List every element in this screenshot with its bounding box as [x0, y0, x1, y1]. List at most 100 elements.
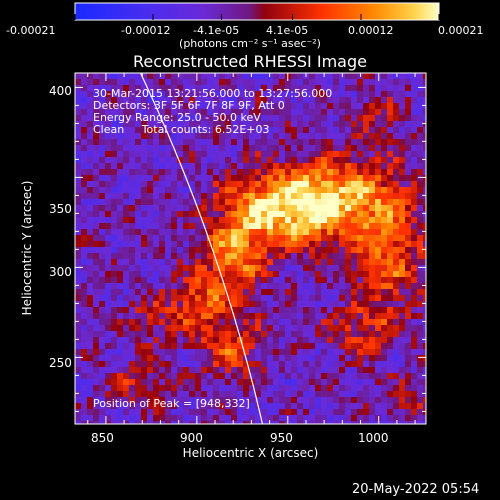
heatmap-cell — [213, 421, 219, 424]
heatmap-cell — [171, 193, 177, 199]
heatmap-cell — [141, 343, 147, 349]
heatmap-cell — [393, 271, 399, 277]
heatmap-cell — [159, 295, 165, 301]
heatmap-cell — [165, 127, 171, 133]
heatmap-cell — [135, 247, 141, 253]
heatmap-cell — [129, 373, 135, 379]
heatmap-cell — [321, 127, 327, 133]
heatmap-cell — [399, 229, 405, 235]
heatmap-cell — [267, 109, 273, 115]
heatmap-cell — [237, 313, 243, 319]
heatmap-cell — [267, 97, 273, 103]
heatmap-cell — [285, 115, 291, 121]
heatmap-cell — [255, 259, 261, 265]
heatmap-cell — [267, 319, 273, 325]
heatmap-cell — [99, 235, 105, 241]
heatmap-cell — [141, 289, 147, 295]
heatmap-cell — [105, 169, 111, 175]
heatmap-cell — [327, 325, 333, 331]
heatmap-cell — [351, 139, 357, 145]
heatmap-cell — [171, 223, 177, 229]
heatmap-cell — [309, 187, 315, 193]
heatmap-cell — [381, 307, 387, 313]
heatmap-cell — [291, 265, 297, 271]
heatmap-cell — [267, 391, 273, 397]
heatmap-cell — [411, 301, 417, 307]
x-tick-label: 850 — [91, 431, 114, 445]
heatmap-cell — [315, 193, 321, 199]
heatmap-cell — [117, 265, 123, 271]
heatmap-cell — [285, 379, 291, 385]
heatmap-cell — [99, 367, 105, 373]
heatmap-cell — [315, 373, 321, 379]
heatmap-cell — [111, 217, 117, 223]
heatmap-cell — [309, 175, 315, 181]
heatmap-cell — [105, 151, 111, 157]
heatmap-cell — [129, 283, 135, 289]
heatmap-cell — [231, 91, 237, 97]
heatmap-cell — [327, 193, 333, 199]
heatmap-cell — [75, 79, 81, 85]
heatmap-cell — [207, 169, 213, 175]
heatmap-cell — [363, 247, 369, 253]
heatmap-cell — [291, 361, 297, 367]
heatmap-cell — [387, 127, 393, 133]
heatmap-cell — [201, 397, 207, 403]
heatmap-cell — [249, 97, 255, 103]
heatmap-cell — [333, 91, 339, 97]
heatmap-cell — [321, 199, 327, 205]
heatmap-cell — [153, 109, 159, 115]
heatmap-cell — [309, 97, 315, 103]
heatmap-cell — [123, 397, 129, 403]
heatmap-cell — [159, 385, 165, 391]
heatmap-cell — [177, 337, 183, 343]
heatmap-cell — [393, 193, 399, 199]
heatmap-cell — [375, 145, 381, 151]
heatmap-cell — [417, 235, 423, 241]
heatmap-cell — [183, 349, 189, 355]
heatmap-cell — [93, 343, 99, 349]
heatmap-cell — [291, 259, 297, 265]
heatmap-cell — [219, 91, 225, 97]
heatmap-cell — [405, 241, 411, 247]
heatmap-cell — [423, 361, 426, 367]
heatmap-cell — [105, 373, 111, 379]
heatmap-cell — [357, 289, 363, 295]
heatmap-cell — [345, 73, 351, 79]
heatmap-cell — [303, 367, 309, 373]
heatmap-cell — [225, 109, 231, 115]
heatmap-cell — [339, 277, 345, 283]
heatmap-cell — [279, 295, 285, 301]
heatmap-cell — [123, 355, 129, 361]
heatmap-cell — [123, 307, 129, 313]
heatmap-cell — [423, 331, 426, 337]
heatmap-cell — [171, 265, 177, 271]
heatmap-cell — [153, 331, 159, 337]
heatmap-cell — [417, 331, 423, 337]
heatmap-cell — [153, 283, 159, 289]
heatmap-cell — [381, 163, 387, 169]
heatmap-cell — [309, 283, 315, 289]
heatmap-cell — [333, 355, 339, 361]
heatmap-cell — [411, 103, 417, 109]
heatmap-cell — [219, 349, 225, 355]
heatmap-cell — [291, 121, 297, 127]
heatmap-cell — [87, 367, 93, 373]
heatmap-cell — [285, 85, 291, 91]
heatmap-cell — [405, 115, 411, 121]
heatmap-cell — [321, 169, 327, 175]
heatmap-cell — [111, 295, 117, 301]
heatmap-cell — [243, 337, 249, 343]
heatmap-cell — [123, 97, 129, 103]
heatmap-cell — [207, 121, 213, 127]
heatmap-cell — [387, 343, 393, 349]
heatmap-cell — [363, 169, 369, 175]
heatmap-cell — [111, 73, 117, 79]
heatmap-cell — [351, 385, 357, 391]
heatmap-cell — [333, 259, 339, 265]
heatmap-cell — [249, 115, 255, 121]
heatmap-cell — [285, 409, 291, 415]
heatmap-cell — [297, 241, 303, 247]
heatmap-cell — [291, 307, 297, 313]
heatmap-cell — [153, 295, 159, 301]
